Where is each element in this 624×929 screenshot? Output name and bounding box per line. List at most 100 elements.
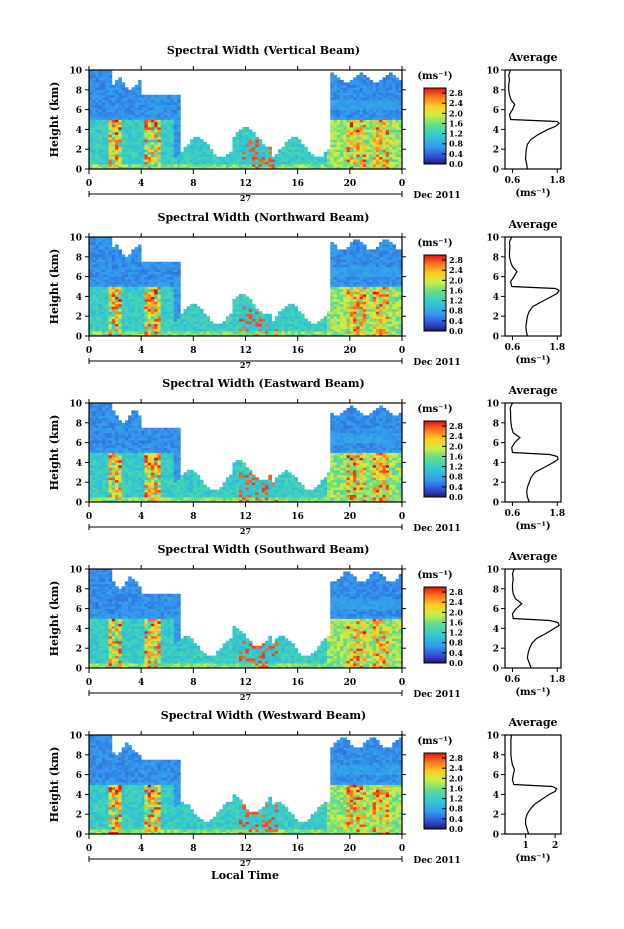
- heatmap-cell: [385, 281, 390, 285]
- heatmap-cell: [203, 141, 207, 145]
- heatmap-cell: [304, 318, 308, 322]
- heatmap-cell: [160, 318, 165, 322]
- heatmap-cell: [238, 154, 243, 158]
- heatmap-cell: [359, 286, 364, 290]
- heatmap-cell: [134, 266, 139, 270]
- heatmap-cell: [375, 321, 380, 325]
- heatmap-cell: [95, 266, 100, 270]
- heatmap-cell: [134, 112, 139, 115]
- heatmap-cell: [369, 107, 374, 111]
- heatmap-cell: [284, 159, 289, 162]
- heatmap-cell: [121, 112, 126, 115]
- heatmap-cell: [115, 462, 119, 466]
- heatmap-cell: [388, 316, 393, 320]
- heatmap-cell: [98, 271, 103, 275]
- heatmap-cell: [385, 161, 390, 165]
- heatmap-cell: [115, 487, 119, 491]
- heatmap-cell: [111, 489, 116, 493]
- heatmap-cell: [115, 284, 119, 287]
- heatmap-cell: [271, 323, 276, 327]
- heatmap-cell: [382, 249, 387, 253]
- heatmap-cell: [235, 303, 240, 307]
- heatmap-cell: [173, 313, 178, 317]
- heatmap-cell: [157, 311, 162, 315]
- heatmap-cell: [102, 126, 106, 130]
- heatmap-cell: [157, 164, 162, 167]
- heatmap-cell: [98, 254, 103, 258]
- heatmap-cell: [177, 156, 181, 160]
- heatmap-cell: [108, 251, 113, 255]
- heatmap-cell: [102, 457, 106, 461]
- heatmap-cell: [111, 452, 116, 456]
- heatmap-cell: [105, 77, 109, 81]
- heatmap-cell: [95, 405, 100, 409]
- heatmap-cell: [209, 149, 214, 153]
- heatmap-cell: [131, 308, 136, 312]
- heatmap-cell: [359, 141, 364, 145]
- heatmap-cell: [124, 89, 129, 93]
- heatmap-cell: [108, 89, 113, 93]
- heatmap-cell: [372, 92, 377, 96]
- heatmap-cell: [124, 333, 129, 337]
- heatmap-cell: [160, 124, 165, 128]
- heatmap-cell: [150, 293, 155, 297]
- heatmap-cell: [388, 251, 393, 255]
- heatmap-cell: [346, 246, 351, 250]
- heatmap-cell: [105, 286, 109, 290]
- heatmap-cell: [177, 271, 181, 275]
- heatmap-cell: [388, 331, 393, 334]
- heatmap-cell: [111, 303, 116, 307]
- heatmap-cell: [170, 261, 175, 265]
- heatmap-cell: [343, 291, 347, 295]
- heatmap-cell: [268, 166, 272, 170]
- heatmap-cell: [134, 117, 139, 120]
- heatmap-cell: [265, 149, 269, 153]
- heatmap-cell: [388, 276, 393, 280]
- heatmap-cell: [150, 286, 155, 290]
- heatmap-cell: [235, 146, 240, 150]
- heatmap-cell: [95, 469, 100, 473]
- heatmap-cell: [294, 321, 299, 325]
- heatmap-cell: [163, 146, 168, 150]
- heatmap-cell: [379, 117, 383, 120]
- heatmap-cell: [366, 136, 370, 140]
- heatmap-cell: [340, 301, 344, 305]
- heatmap-cell: [141, 266, 145, 270]
- heatmap-cell: [366, 303, 370, 307]
- heatmap-cell: [362, 296, 367, 300]
- heatmap-cell: [180, 321, 184, 325]
- heatmap-cell: [242, 323, 246, 327]
- heatmap-cell: [118, 77, 122, 81]
- heatmap-cell: [180, 161, 184, 165]
- heatmap-cell: [167, 293, 171, 297]
- heatmap-cell: [294, 136, 299, 140]
- heatmap-cell: [336, 77, 341, 81]
- heatmap-cell: [141, 331, 145, 334]
- heatmap-cell: [118, 269, 122, 273]
- heatmap-cell: [102, 403, 106, 406]
- heatmap-cell: [199, 331, 204, 334]
- heatmap-cell: [245, 313, 250, 317]
- heatmap-cell: [105, 259, 109, 263]
- heatmap-cell: [268, 159, 272, 162]
- heatmap-cell: [340, 269, 344, 273]
- heatmap-cell: [157, 159, 162, 162]
- heatmap-cell: [108, 415, 113, 419]
- heatmap-cell: [392, 119, 396, 123]
- heatmap-cell: [379, 126, 383, 130]
- heatmap-cell: [95, 107, 100, 111]
- heatmap-cell: [160, 293, 165, 297]
- heatmap-cell: [111, 482, 116, 486]
- heatmap-cell: [340, 84, 344, 88]
- heatmap-cell: [330, 246, 334, 250]
- heatmap-cell: [258, 151, 263, 155]
- heatmap-cell: [144, 318, 149, 322]
- heatmap-cell: [346, 328, 351, 332]
- heatmap-cell: [147, 306, 152, 310]
- heatmap-cell: [111, 274, 116, 278]
- heatmap-cell: [366, 107, 370, 111]
- heatmap-cell: [105, 82, 109, 86]
- heatmap-cell: [128, 149, 132, 153]
- heatmap-cell: [118, 469, 122, 473]
- heatmap-cell: [297, 326, 302, 329]
